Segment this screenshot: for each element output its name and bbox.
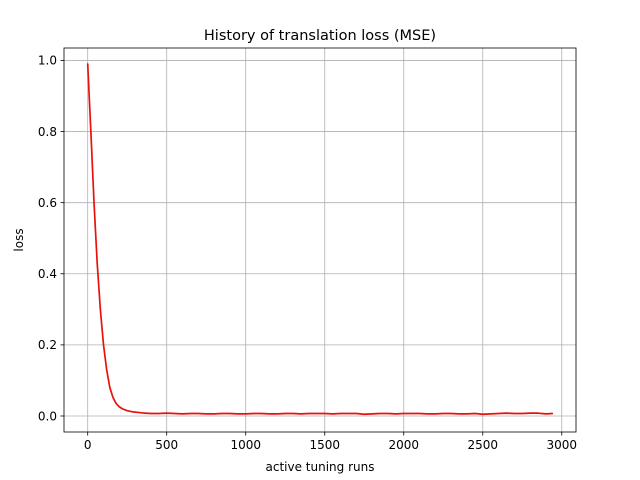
y-tick-label: 0.8 bbox=[38, 125, 57, 139]
y-tick-label: 1.0 bbox=[38, 54, 57, 68]
plot-frame bbox=[63, 47, 577, 433]
plot-area bbox=[64, 48, 576, 432]
y-axis-label: loss bbox=[12, 228, 26, 251]
x-tick-label: 0 bbox=[84, 438, 92, 452]
x-tick-label: 2000 bbox=[388, 438, 419, 452]
ticks: 0 500 1000 1500 2000 2500 3000 0.0 0.2 0.4 0.6 0.8 1… bbox=[38, 54, 577, 452]
y-tick-label: 0.0 bbox=[38, 409, 57, 423]
x-tick-label: 1000 bbox=[230, 438, 261, 452]
grid bbox=[64, 48, 576, 432]
x-axis-label: active tuning runs bbox=[266, 460, 375, 474]
loss-series-line bbox=[86, 63, 554, 416]
x-tick-label: 500 bbox=[155, 438, 178, 452]
y-tick-label: 0.2 bbox=[38, 338, 57, 352]
y-tick-label: 0.6 bbox=[38, 196, 57, 210]
series-layer bbox=[86, 63, 554, 416]
x-tick-label: 2500 bbox=[467, 438, 498, 452]
x-tick-label: 3000 bbox=[547, 438, 578, 452]
y-tick-label: 0.4 bbox=[38, 267, 57, 281]
chart-title: History of translation loss (MSE) bbox=[204, 28, 436, 44]
x-tick-label: 1500 bbox=[309, 438, 340, 452]
